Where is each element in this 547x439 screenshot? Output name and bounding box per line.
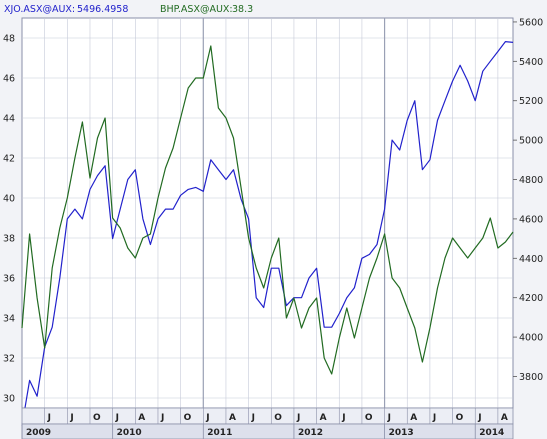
month-label: A (410, 413, 417, 423)
x-axis-years-strip (21, 423, 514, 439)
month-label: O (93, 413, 101, 423)
left-tick-label: 34 (3, 314, 15, 325)
month-label: O (184, 413, 192, 423)
month-label: J (432, 413, 436, 423)
month-label: A (138, 413, 145, 423)
month-label: O (274, 413, 282, 423)
left-tick-label: 30 (3, 394, 15, 405)
right-tick-label: 5600 (519, 17, 543, 28)
month-label: O (365, 413, 373, 423)
month-label: J (115, 413, 119, 423)
legend-xjo-name: XJO.ASX@AUX: (4, 4, 75, 15)
right-tick-label: 4400 (519, 254, 543, 265)
month-label: J (205, 413, 209, 423)
right-tick-label: 4200 (519, 293, 543, 304)
month-label: O (456, 413, 464, 423)
legend: XJO.ASX@AUX: 5496.4958 BHP.ASX@AUX: 38.3 (4, 4, 253, 15)
right-tick-label: 4800 (519, 175, 543, 186)
year-dividers (202, 18, 386, 408)
month-label: J (251, 413, 255, 423)
year-label: 2010 (117, 428, 142, 438)
left-tick-label: 44 (3, 114, 15, 125)
year-label: 2011 (207, 428, 232, 438)
xjo-series-line (21, 40, 514, 426)
right-tick-label: 5200 (519, 96, 543, 107)
month-label: J (47, 413, 51, 423)
left-tick-label: 38 (3, 234, 15, 245)
right-axis-ticks: 3800 4000 4200 4400 4600 4800 5000 5200 5400 5600 (513, 17, 543, 383)
legend-bhp-value: 38.3 (232, 4, 253, 15)
month-label: J (341, 413, 345, 423)
month-label: J (387, 413, 391, 423)
year-label: 2009 (26, 428, 51, 438)
left-tick-label: 36 (3, 274, 15, 285)
month-label: A (501, 413, 508, 423)
left-axis-ticks: 30 32 34 36 38 40 42 44 46 48 (3, 34, 15, 405)
month-label: J (296, 413, 300, 423)
month-label: A (229, 413, 236, 423)
legend-bhp-name: BHP.ASX@AUX: (160, 4, 233, 15)
series-lines (21, 40, 514, 426)
left-tick-label: 42 (3, 154, 15, 165)
right-tick-label: 3800 (519, 372, 543, 383)
plot-area[interactable] (21, 17, 514, 409)
legend-xjo-value: 5496.4958 (77, 4, 128, 15)
left-tick-label: 32 (3, 354, 15, 365)
right-tick-label: 5400 (519, 57, 543, 68)
month-label: J (160, 413, 164, 423)
year-label: 2012 (298, 428, 323, 438)
left-tick-label: 40 (3, 194, 15, 205)
month-label: A (320, 413, 327, 423)
right-tick-label: 4600 (519, 214, 543, 225)
year-label: 2014 (479, 428, 504, 438)
bhp-series-line (21, 45, 514, 375)
right-tick-label: 4000 (519, 333, 543, 344)
left-tick-label: 48 (3, 34, 15, 45)
right-tick-label: 5000 (519, 136, 543, 147)
year-label: 2013 (389, 428, 414, 438)
x-year-labels: 2009 2010 2011 2012 2013 2014 (21, 424, 504, 439)
month-label: J (477, 413, 481, 423)
month-label: J (69, 413, 73, 423)
left-tick-label: 46 (3, 74, 15, 85)
